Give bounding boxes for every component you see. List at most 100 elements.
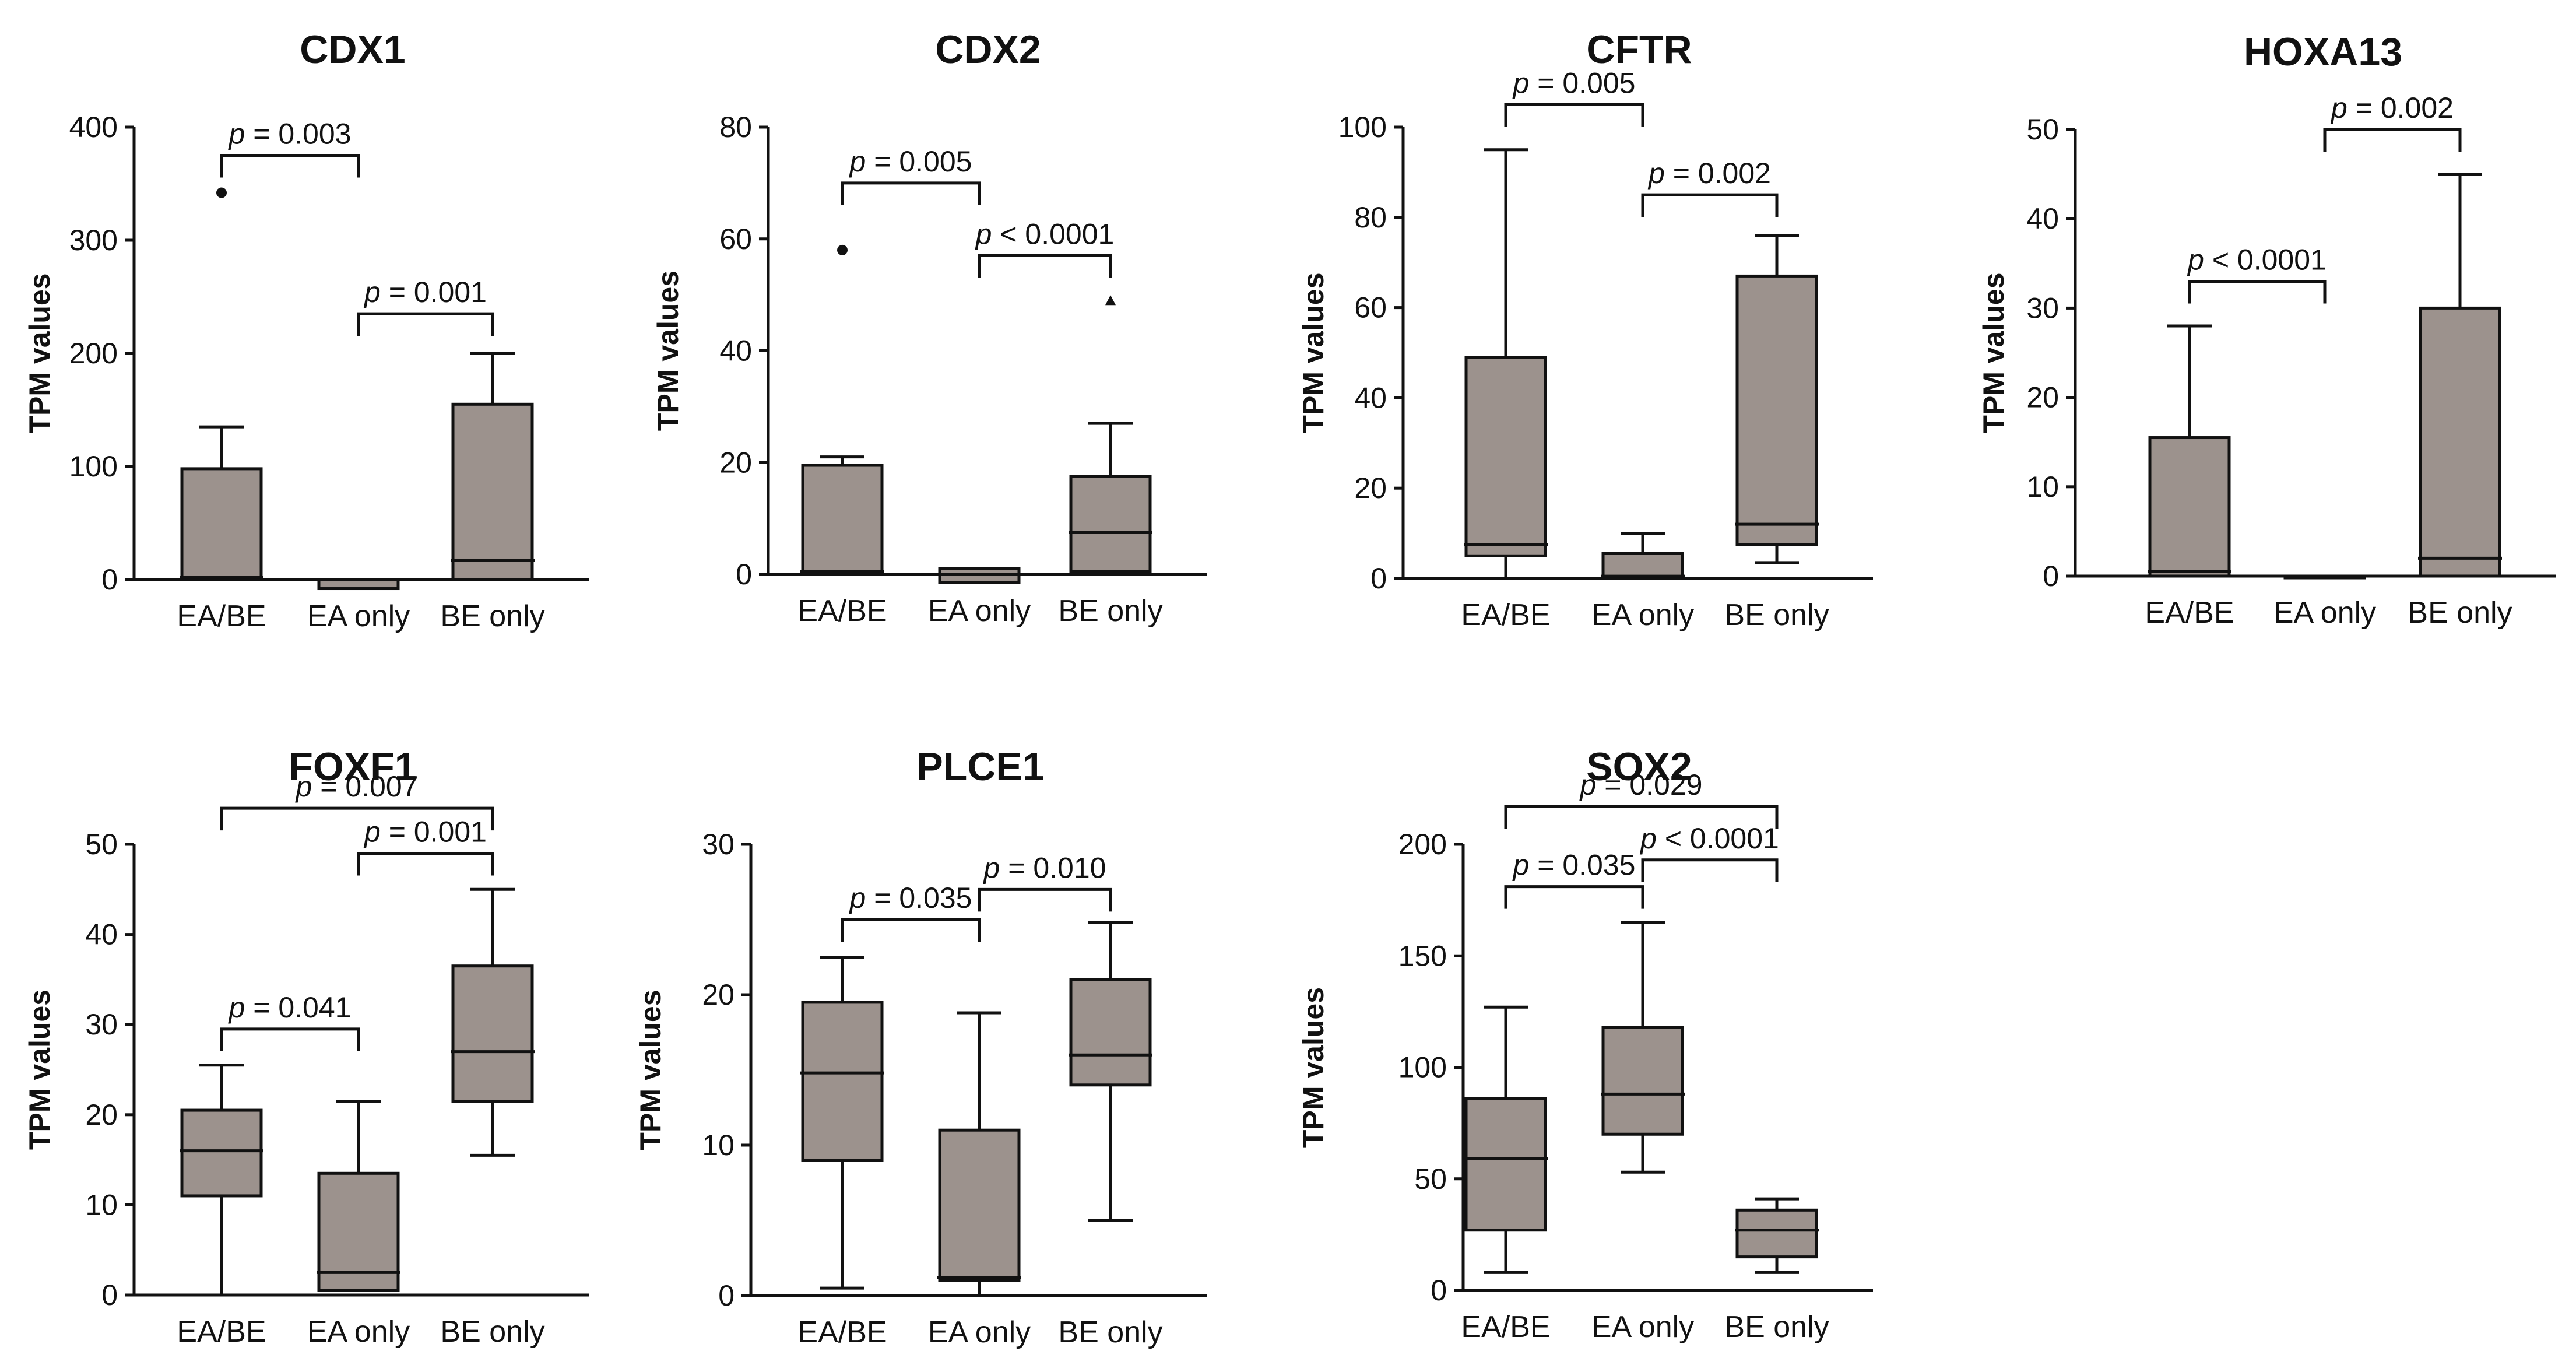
p-value-label: p = 0.002 xyxy=(2330,92,2454,124)
y-tick-label: 80 xyxy=(1354,201,1387,234)
significance-bracket: p = 0.005 xyxy=(841,145,981,205)
y-tick-label: 20 xyxy=(2026,381,2059,414)
chart-panel-cftr: CFTR TPM values 0 20 40 60 80 100 EA/BE EA only BE… xyxy=(1297,27,1873,632)
chart-title: HOXA13 xyxy=(2244,30,2402,74)
bracket-line xyxy=(1641,858,1779,882)
significance-bracket: p = 0.005 xyxy=(1504,66,1644,127)
y-tick-label: 0 xyxy=(1370,562,1387,595)
iqr-box xyxy=(451,402,534,581)
x-category-label: BE only xyxy=(440,1315,544,1349)
y-tick-label: 100 xyxy=(1338,111,1387,143)
box-ea-be xyxy=(180,187,263,581)
x-category-label: EA only xyxy=(928,1315,1031,1349)
y-tick-label: 100 xyxy=(1398,1051,1447,1084)
x-category-label: EA/BE xyxy=(177,1315,266,1349)
box-ea-be xyxy=(1464,1005,1548,1274)
x-category-label: EA/BE xyxy=(1461,598,1550,632)
p-value-label: p = 0.005 xyxy=(1512,66,1636,99)
chart-panel-hoxa13: HOXA13 TPM values 0 10 20 30 40 50 EA/BE EA only B… xyxy=(1977,30,2556,630)
p-value-label: p = 0.010 xyxy=(983,851,1106,884)
box-ea-only xyxy=(1601,921,1685,1174)
x-category-label: EA/BE xyxy=(797,1315,887,1349)
p-value-label: p = 0.002 xyxy=(1647,157,1771,190)
y-tick-label: 20 xyxy=(702,978,735,1011)
y-axis-label: TPM values xyxy=(634,989,667,1150)
bracket-line xyxy=(357,851,494,876)
significance-bracket: p = 0.002 xyxy=(1641,157,1779,217)
box-ea-only xyxy=(1601,532,1685,580)
significance-bracket: p < 0.0001 xyxy=(975,218,1114,278)
chart-panel-foxf1: FOXF1 TPM values 0 10 20 30 40 50 EA/BE EA only BE… xyxy=(23,745,589,1349)
p-value-label: p = 0.001 xyxy=(363,276,487,308)
chart-panel-plce1: PLCE1 TPM values 0 10 20 30 EA/BE EA only BE onl… xyxy=(634,745,1207,1349)
y-axis-label: TPM values xyxy=(652,271,684,431)
x-category-label: BE only xyxy=(440,599,544,633)
iqr-box xyxy=(938,1128,1021,1282)
box-ea-be xyxy=(1464,148,1548,580)
significance-bracket: p = 0.002 xyxy=(2323,92,2462,152)
x-category-label: BE only xyxy=(2408,596,2512,630)
y-tick-label: 0 xyxy=(736,558,752,591)
box-ea-be xyxy=(2148,324,2231,578)
box-ea-be xyxy=(800,956,884,1290)
bracket-line xyxy=(978,254,1112,278)
bracket-line xyxy=(841,918,981,942)
y-tick-label: 80 xyxy=(719,111,752,143)
iqr-box xyxy=(1601,1026,1684,1136)
significance-bracket: p < 0.0001 xyxy=(2187,243,2327,304)
y-tick-label: 100 xyxy=(69,450,118,483)
iqr-box xyxy=(1464,1097,1547,1232)
box-be-only xyxy=(451,352,535,581)
y-tick-label: 10 xyxy=(702,1129,735,1162)
box-be-only xyxy=(2418,173,2502,578)
p-value-label: p = 0.035 xyxy=(849,882,972,914)
p-value-label: p = 0.029 xyxy=(1579,769,1703,801)
y-tick-label: 60 xyxy=(719,223,752,255)
p-value-label: p = 0.001 xyxy=(363,815,487,848)
bracket-line xyxy=(220,806,494,831)
y-tick-label: 20 xyxy=(719,446,752,479)
significance-bracket: p = 0.010 xyxy=(978,851,1112,912)
box-ea-only xyxy=(317,578,400,591)
p-value-label: p = 0.035 xyxy=(1512,849,1636,882)
chart-title: PLCE1 xyxy=(916,745,1044,789)
significance-bracket: p < 0.0001 xyxy=(1639,822,1779,882)
y-tick-label: 0 xyxy=(718,1279,735,1312)
iqr-box xyxy=(1069,475,1152,573)
x-category-label: EA only xyxy=(928,594,1031,628)
y-axis-label: TPM values xyxy=(23,273,56,433)
outlier-point xyxy=(1105,295,1116,306)
x-category-label: EA only xyxy=(2273,596,2376,630)
bracket-line xyxy=(220,1027,360,1051)
y-axis-label: TPM values xyxy=(1297,987,1330,1148)
y-tick-label: 300 xyxy=(69,224,118,257)
y-tick-label: 0 xyxy=(1431,1274,1447,1307)
significance-bracket: p = 0.035 xyxy=(841,882,981,942)
y-tick-label: 20 xyxy=(85,1099,118,1131)
significance-bracket: p = 0.003 xyxy=(220,118,360,178)
y-tick-label: 10 xyxy=(85,1188,118,1221)
bracket-line xyxy=(2323,128,2462,152)
box-be-only xyxy=(1069,295,1152,573)
p-value-label: p < 0.0001 xyxy=(2187,243,2327,276)
iqr-box xyxy=(1069,978,1152,1087)
y-tick-label: 150 xyxy=(1398,939,1447,972)
chart-title: CFTR xyxy=(1586,27,1692,72)
significance-bracket: p = 0.007 xyxy=(220,770,494,831)
x-category-label: EA/BE xyxy=(797,594,887,628)
iqr-box xyxy=(1735,1208,1818,1259)
iqr-box xyxy=(180,1108,263,1198)
iqr-box xyxy=(1464,356,1547,557)
x-category-label: BE only xyxy=(1724,1310,1829,1344)
x-category-label: EA only xyxy=(1591,1310,1694,1344)
chart-title: FOXF1 xyxy=(289,745,416,789)
significance-bracket: p = 0.029 xyxy=(1504,769,1779,829)
x-category-label: EA/BE xyxy=(1461,1310,1550,1344)
iqr-box xyxy=(451,964,534,1103)
chart-title: CDX1 xyxy=(300,27,405,72)
bracket-line xyxy=(978,887,1112,912)
bracket-line xyxy=(2188,279,2327,304)
box-ea-only xyxy=(937,567,1021,584)
iqr-box xyxy=(2148,436,2231,578)
y-tick-label: 10 xyxy=(2026,471,2059,503)
